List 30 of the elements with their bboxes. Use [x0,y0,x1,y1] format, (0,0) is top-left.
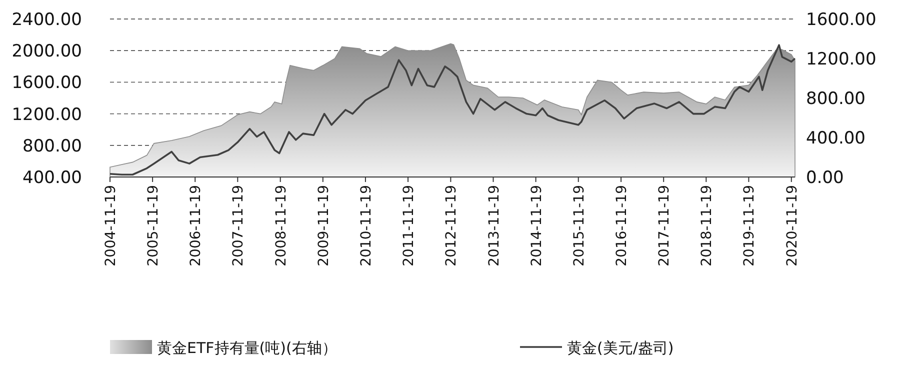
x-tick-label: 2009-11-19 [316,185,332,266]
x-tick-label: 2008-11-19 [273,185,290,266]
legend-label: 黄金ETF持有量(吨)(右轴） [157,339,337,357]
x-tick-label: 2011-11-19 [401,185,418,266]
x-tick-label: 2019-11-19 [742,185,758,266]
y2-tick-label: 0.00 [806,168,844,188]
y-tick-label: 2000.00 [12,42,82,62]
x-tick-label: 2018-11-19 [699,185,716,266]
x-tick-label: 2014-11-19 [528,185,545,266]
y2-tick-label: 800.00 [806,89,866,109]
legend-label: 黄金(美元/盎司) [567,339,674,357]
y-tick-label: 2400.00 [12,10,82,30]
x-tick-label: 2017-11-19 [656,185,673,266]
x-tick-label: 2005-11-19 [146,185,162,266]
y2-tick-label: 400.00 [806,128,866,148]
x-tick-label: 2016-11-19 [614,185,630,266]
x-tick-label: 2012-11-19 [444,185,460,266]
y-tick-label: 1200.00 [12,104,82,125]
x-tick-label: 2015-11-19 [571,185,588,266]
x-tick-label: 2020-11-19 [784,185,800,266]
y-tick-label: 800.00 [22,136,82,156]
x-tick-label: 2010-11-19 [358,185,374,266]
y2-tick-label: 1600.00 [806,10,876,30]
x-tick-label: 2006-11-19 [188,185,204,266]
y2-tick-label: 1200.00 [806,50,876,70]
x-tick-label: 2004-11-19 [103,185,119,266]
x-tick-label: 2013-11-19 [486,185,502,266]
y-tick-label: 400.00 [22,168,82,188]
y-tick-label: 1600.00 [12,73,82,94]
x-tick-label: 2007-11-19 [230,185,247,266]
